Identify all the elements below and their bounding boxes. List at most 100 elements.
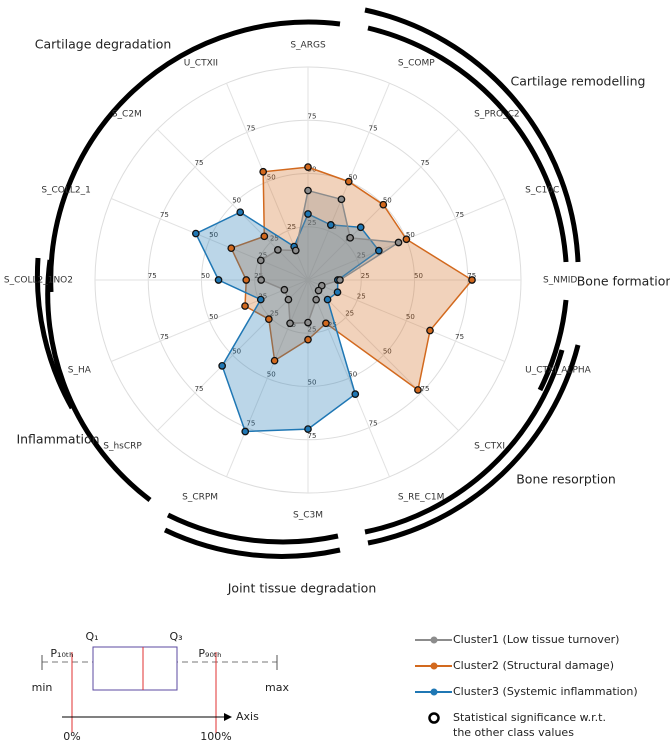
- legend-label: Cluster1 (Low tissue turnover): [453, 633, 619, 646]
- category-label: S_PRO_C2: [474, 109, 520, 119]
- spoke: [111, 279, 309, 362]
- significance-note: the other class values: [453, 726, 574, 739]
- category-label: S_NMID: [543, 276, 577, 286]
- data-point: [191, 229, 200, 238]
- tick-label: 25: [287, 223, 296, 231]
- tick-label: 50: [232, 197, 241, 205]
- data-point: [274, 246, 282, 254]
- data-point: [394, 238, 403, 247]
- arc: [367, 344, 581, 546]
- group-label: Inflammation: [16, 432, 99, 447]
- spoke: [157, 279, 309, 431]
- legend-marker: [430, 662, 438, 670]
- data-point: [356, 223, 365, 232]
- tick-label: 50: [383, 347, 392, 355]
- arc: [163, 527, 341, 559]
- data-point: [304, 210, 312, 218]
- data-point: [284, 295, 293, 304]
- tick-label: 25: [361, 272, 370, 280]
- data-point: [257, 276, 265, 284]
- arrow-head: [224, 713, 232, 721]
- category-label: U_CTXII: [184, 58, 218, 68]
- end-label: 100%: [200, 730, 231, 742]
- tick-label: 50: [209, 313, 218, 321]
- category-label: S_HA: [68, 365, 92, 375]
- tick-label: 50: [267, 174, 276, 182]
- tick-label: 50: [406, 313, 415, 321]
- category-label: S_COMP: [398, 58, 435, 68]
- tick-label: 75: [455, 333, 464, 341]
- arc: [367, 25, 569, 263]
- category-label: S_hsCRP: [103, 442, 142, 452]
- q3-label: Q₃: [169, 630, 182, 643]
- data-point: [346, 233, 355, 242]
- data-point: [336, 276, 344, 284]
- tick-label: 75: [195, 159, 204, 167]
- data-point: [337, 195, 346, 204]
- category-label: S_CTXI: [474, 442, 505, 452]
- spoke: [307, 279, 459, 431]
- data-point: [260, 232, 269, 241]
- tick-label: 50: [406, 231, 415, 239]
- data-point: [468, 276, 476, 284]
- tick-label: 25: [308, 325, 317, 333]
- data-point: [280, 285, 289, 294]
- significance-marker: [428, 712, 440, 724]
- category-label: S_C3M: [293, 511, 323, 521]
- data-point: [326, 221, 335, 229]
- tick-label: 75: [369, 124, 378, 132]
- tick-label: 50: [348, 370, 357, 378]
- legend-label: Cluster3 (Systemic inflammation): [453, 685, 638, 698]
- group-label: Cartilage remodelling: [511, 74, 646, 89]
- tick-label: 50: [308, 379, 317, 387]
- data-point: [264, 315, 273, 324]
- group-label: Bone formation: [577, 274, 670, 289]
- q1-label: Q₁: [85, 630, 98, 643]
- spoke: [111, 198, 309, 281]
- tick-label: 75: [308, 112, 317, 120]
- box: [92, 646, 178, 691]
- data-point: [351, 390, 360, 398]
- data-point: [241, 302, 249, 310]
- tick-label: 25: [270, 234, 279, 242]
- tick-label: 75: [369, 420, 378, 428]
- tick-label: 50: [201, 272, 210, 280]
- category-label: S_RE_C1M: [398, 493, 444, 503]
- data-point: [304, 186, 312, 195]
- data-point: [291, 246, 300, 255]
- spoke: [307, 279, 390, 477]
- category-label: S_COLL2_1NO2: [4, 276, 73, 286]
- data-point: [304, 318, 312, 327]
- start-label: 0%: [63, 730, 80, 742]
- tick-label: 50: [232, 347, 241, 355]
- data-point: [323, 295, 332, 304]
- arc: [34, 257, 75, 410]
- p90-label: P₉₀ₜₕ: [198, 647, 221, 660]
- category-label: S_C10C: [525, 186, 559, 196]
- data-point: [242, 276, 251, 284]
- tick-label: 75: [467, 272, 476, 280]
- arc: [364, 349, 565, 535]
- data-point: [379, 200, 388, 209]
- category-label: S_CRPM: [182, 493, 218, 503]
- legend-marker: [430, 688, 438, 696]
- min-label: min: [32, 681, 53, 694]
- tick-label: 75: [148, 272, 157, 280]
- tick-label: 25: [270, 310, 279, 318]
- data-point: [304, 425, 312, 433]
- data-point: [322, 319, 330, 328]
- tick-label: 25: [357, 292, 366, 300]
- group-label: Joint tissue degradation: [227, 581, 377, 596]
- data-point: [426, 326, 434, 335]
- legend-marker: [430, 636, 438, 644]
- tick-label: 50: [308, 166, 317, 174]
- data-point: [256, 295, 265, 304]
- tick-label: 25: [308, 219, 317, 227]
- data-point: [227, 244, 236, 253]
- data-point: [344, 177, 353, 186]
- tick-label: 75: [246, 420, 255, 428]
- tick-label: 75: [160, 211, 169, 219]
- group-arcs: [34, 7, 581, 559]
- tick-label: 75: [455, 211, 464, 219]
